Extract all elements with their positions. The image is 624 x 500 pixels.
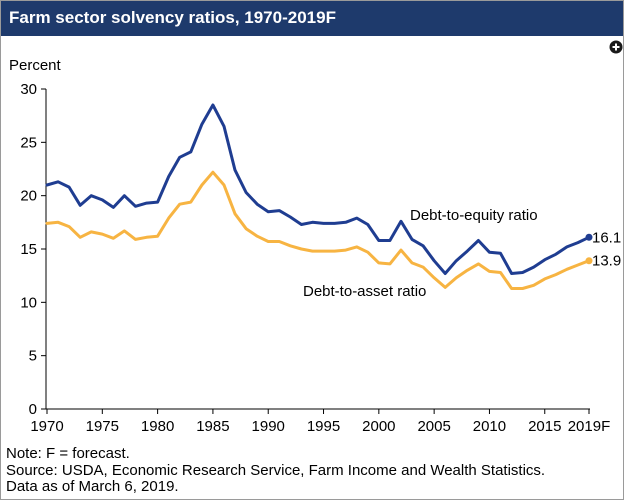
x-tick-label: 2005 [417, 418, 450, 435]
note-forecast: Note: F = forecast. [6, 445, 130, 462]
y-tick-label: 20 [20, 188, 37, 205]
y-tick-label: 10 [20, 294, 37, 311]
x-tick-label: 1995 [307, 418, 340, 435]
series-lines [45, 103, 593, 290]
x-tick-label: 1980 [141, 418, 174, 435]
x-tick-label: 2015 [528, 418, 561, 435]
y-tick-label: 25 [20, 134, 37, 151]
y-tick-label: 5 [29, 348, 37, 365]
data-label-debt-to-asset-ratio: 13.9 [592, 253, 621, 270]
series-line-debt-to-asset-ratio [45, 170, 591, 290]
chart-title: Farm sector solvency ratios, 1970-2019F [9, 8, 336, 27]
x-tick-label: 2000 [362, 418, 395, 435]
series-end-point-debt-to-asset-ratio [585, 257, 593, 265]
x-tick-label: 1990 [252, 418, 285, 435]
y-tick-label: 30 [20, 81, 37, 98]
x-tick-label: 2019F [568, 418, 611, 435]
notes: Note: F = forecast. Source: USDA, Econom… [6, 445, 546, 496]
x-tick-label: 2010 [473, 418, 506, 435]
plus-circle-icon[interactable] [609, 40, 623, 54]
x-tick-label: 1975 [86, 418, 119, 435]
series-label-debt-to-asset-ratio: Debt-to-asset ratio [303, 283, 426, 300]
y-tick-label: 15 [20, 241, 37, 258]
chart-labels: 16.1 Debt-to-equity ratio 13.9 Debt-to-asse… [303, 207, 621, 300]
title-bar: Farm sector solvency ratios, 1970-2019F [0, 0, 624, 36]
data-label-debt-to-equity-ratio: 16.1 [592, 229, 621, 246]
y-axis-label: Percent [9, 57, 62, 74]
axes: 0 5 10 15 20 25 30 1970 1975 1980 1985 1990 1995 2000… [20, 81, 610, 435]
x-tick-label: 1970 [30, 418, 63, 435]
series-line-debt-to-equity-ratio [45, 103, 591, 275]
plus-circle-icon-cross[interactable] [612, 43, 620, 51]
series-label-debt-to-equity-ratio: Debt-to-equity ratio [410, 207, 538, 224]
series-end-point-debt-to-equity-ratio [585, 233, 593, 241]
note-source: Source: USDA, Economic Research Service,… [6, 461, 546, 479]
x-tick-label: 1985 [196, 418, 229, 435]
y-tick-label: 0 [29, 401, 37, 418]
expand-button[interactable] [609, 40, 623, 54]
note-data-date: Data as of March 6, 2019. [6, 478, 179, 495]
